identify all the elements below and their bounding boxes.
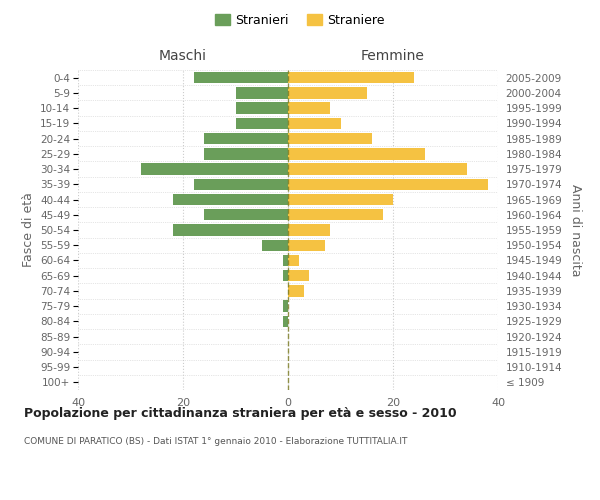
Text: Maschi: Maschi xyxy=(159,48,207,62)
Bar xyxy=(288,148,425,160)
Bar xyxy=(283,300,288,312)
Bar xyxy=(193,72,288,84)
Legend: Stranieri, Straniere: Stranieri, Straniere xyxy=(210,8,390,32)
Bar xyxy=(288,102,330,114)
Bar xyxy=(204,209,288,220)
Bar xyxy=(288,164,467,175)
Bar xyxy=(288,118,341,129)
Bar xyxy=(288,209,383,220)
Bar xyxy=(288,72,414,84)
Text: COMUNE DI PARATICO (BS) - Dati ISTAT 1° gennaio 2010 - Elaborazione TUTTITALIA.I: COMUNE DI PARATICO (BS) - Dati ISTAT 1° … xyxy=(24,438,407,446)
Text: Popolazione per cittadinanza straniera per età e sesso - 2010: Popolazione per cittadinanza straniera p… xyxy=(24,408,457,420)
Text: Femmine: Femmine xyxy=(361,48,425,62)
Bar xyxy=(288,194,393,205)
Bar xyxy=(288,285,304,296)
Bar xyxy=(288,87,367,99)
Bar xyxy=(204,133,288,144)
Bar xyxy=(288,270,309,281)
Y-axis label: Fasce di età: Fasce di età xyxy=(22,192,35,268)
Bar xyxy=(141,164,288,175)
Bar xyxy=(235,87,288,99)
Bar xyxy=(283,255,288,266)
Bar xyxy=(173,224,288,235)
Bar xyxy=(235,102,288,114)
Bar xyxy=(262,240,288,251)
Bar xyxy=(288,178,487,190)
Bar xyxy=(283,270,288,281)
Bar xyxy=(288,133,372,144)
Bar xyxy=(193,178,288,190)
Bar xyxy=(235,118,288,129)
Bar xyxy=(288,255,299,266)
Bar xyxy=(288,224,330,235)
Bar xyxy=(288,240,325,251)
Y-axis label: Anni di nascita: Anni di nascita xyxy=(569,184,582,276)
Bar xyxy=(173,194,288,205)
Bar xyxy=(283,316,288,327)
Bar xyxy=(204,148,288,160)
